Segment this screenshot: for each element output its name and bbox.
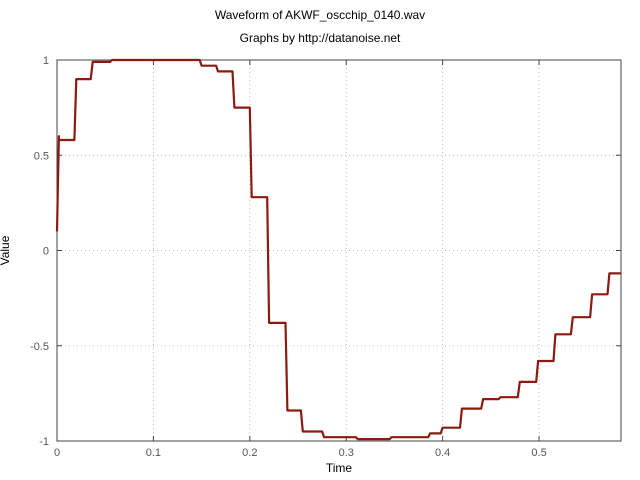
grid-lines bbox=[56, 59, 621, 442]
y-tick-label: -0.5 bbox=[30, 341, 49, 353]
x-tick-label: 0.5 bbox=[531, 447, 546, 459]
axis-ticks: 0 0.1 0.2 0.3 0.4 0.5 1 0.5 0 -0.5 -1 bbox=[30, 55, 621, 459]
x-tick-label: 0.4 bbox=[435, 447, 450, 459]
series-line bbox=[55, 58, 621, 441]
x-tick-label: 0.2 bbox=[242, 447, 257, 459]
x-tick-label: 0 bbox=[54, 447, 60, 459]
y-tick-label: 0.5 bbox=[34, 150, 49, 162]
y-axis-label: Value bbox=[0, 235, 12, 265]
y-tick-label: 0 bbox=[43, 246, 49, 258]
x-axis-label: Time bbox=[326, 461, 353, 475]
x-tick-label: 0.3 bbox=[339, 447, 354, 459]
y-tick-label: -1 bbox=[39, 436, 49, 448]
chart-subtitle: Graphs by http://datanoise.net bbox=[239, 31, 401, 45]
chart-title: Waveform of AKWF_oscchip_0140.wav bbox=[214, 8, 426, 22]
y-tick-label: 1 bbox=[43, 55, 49, 67]
x-tick-label: 0.1 bbox=[146, 447, 161, 459]
